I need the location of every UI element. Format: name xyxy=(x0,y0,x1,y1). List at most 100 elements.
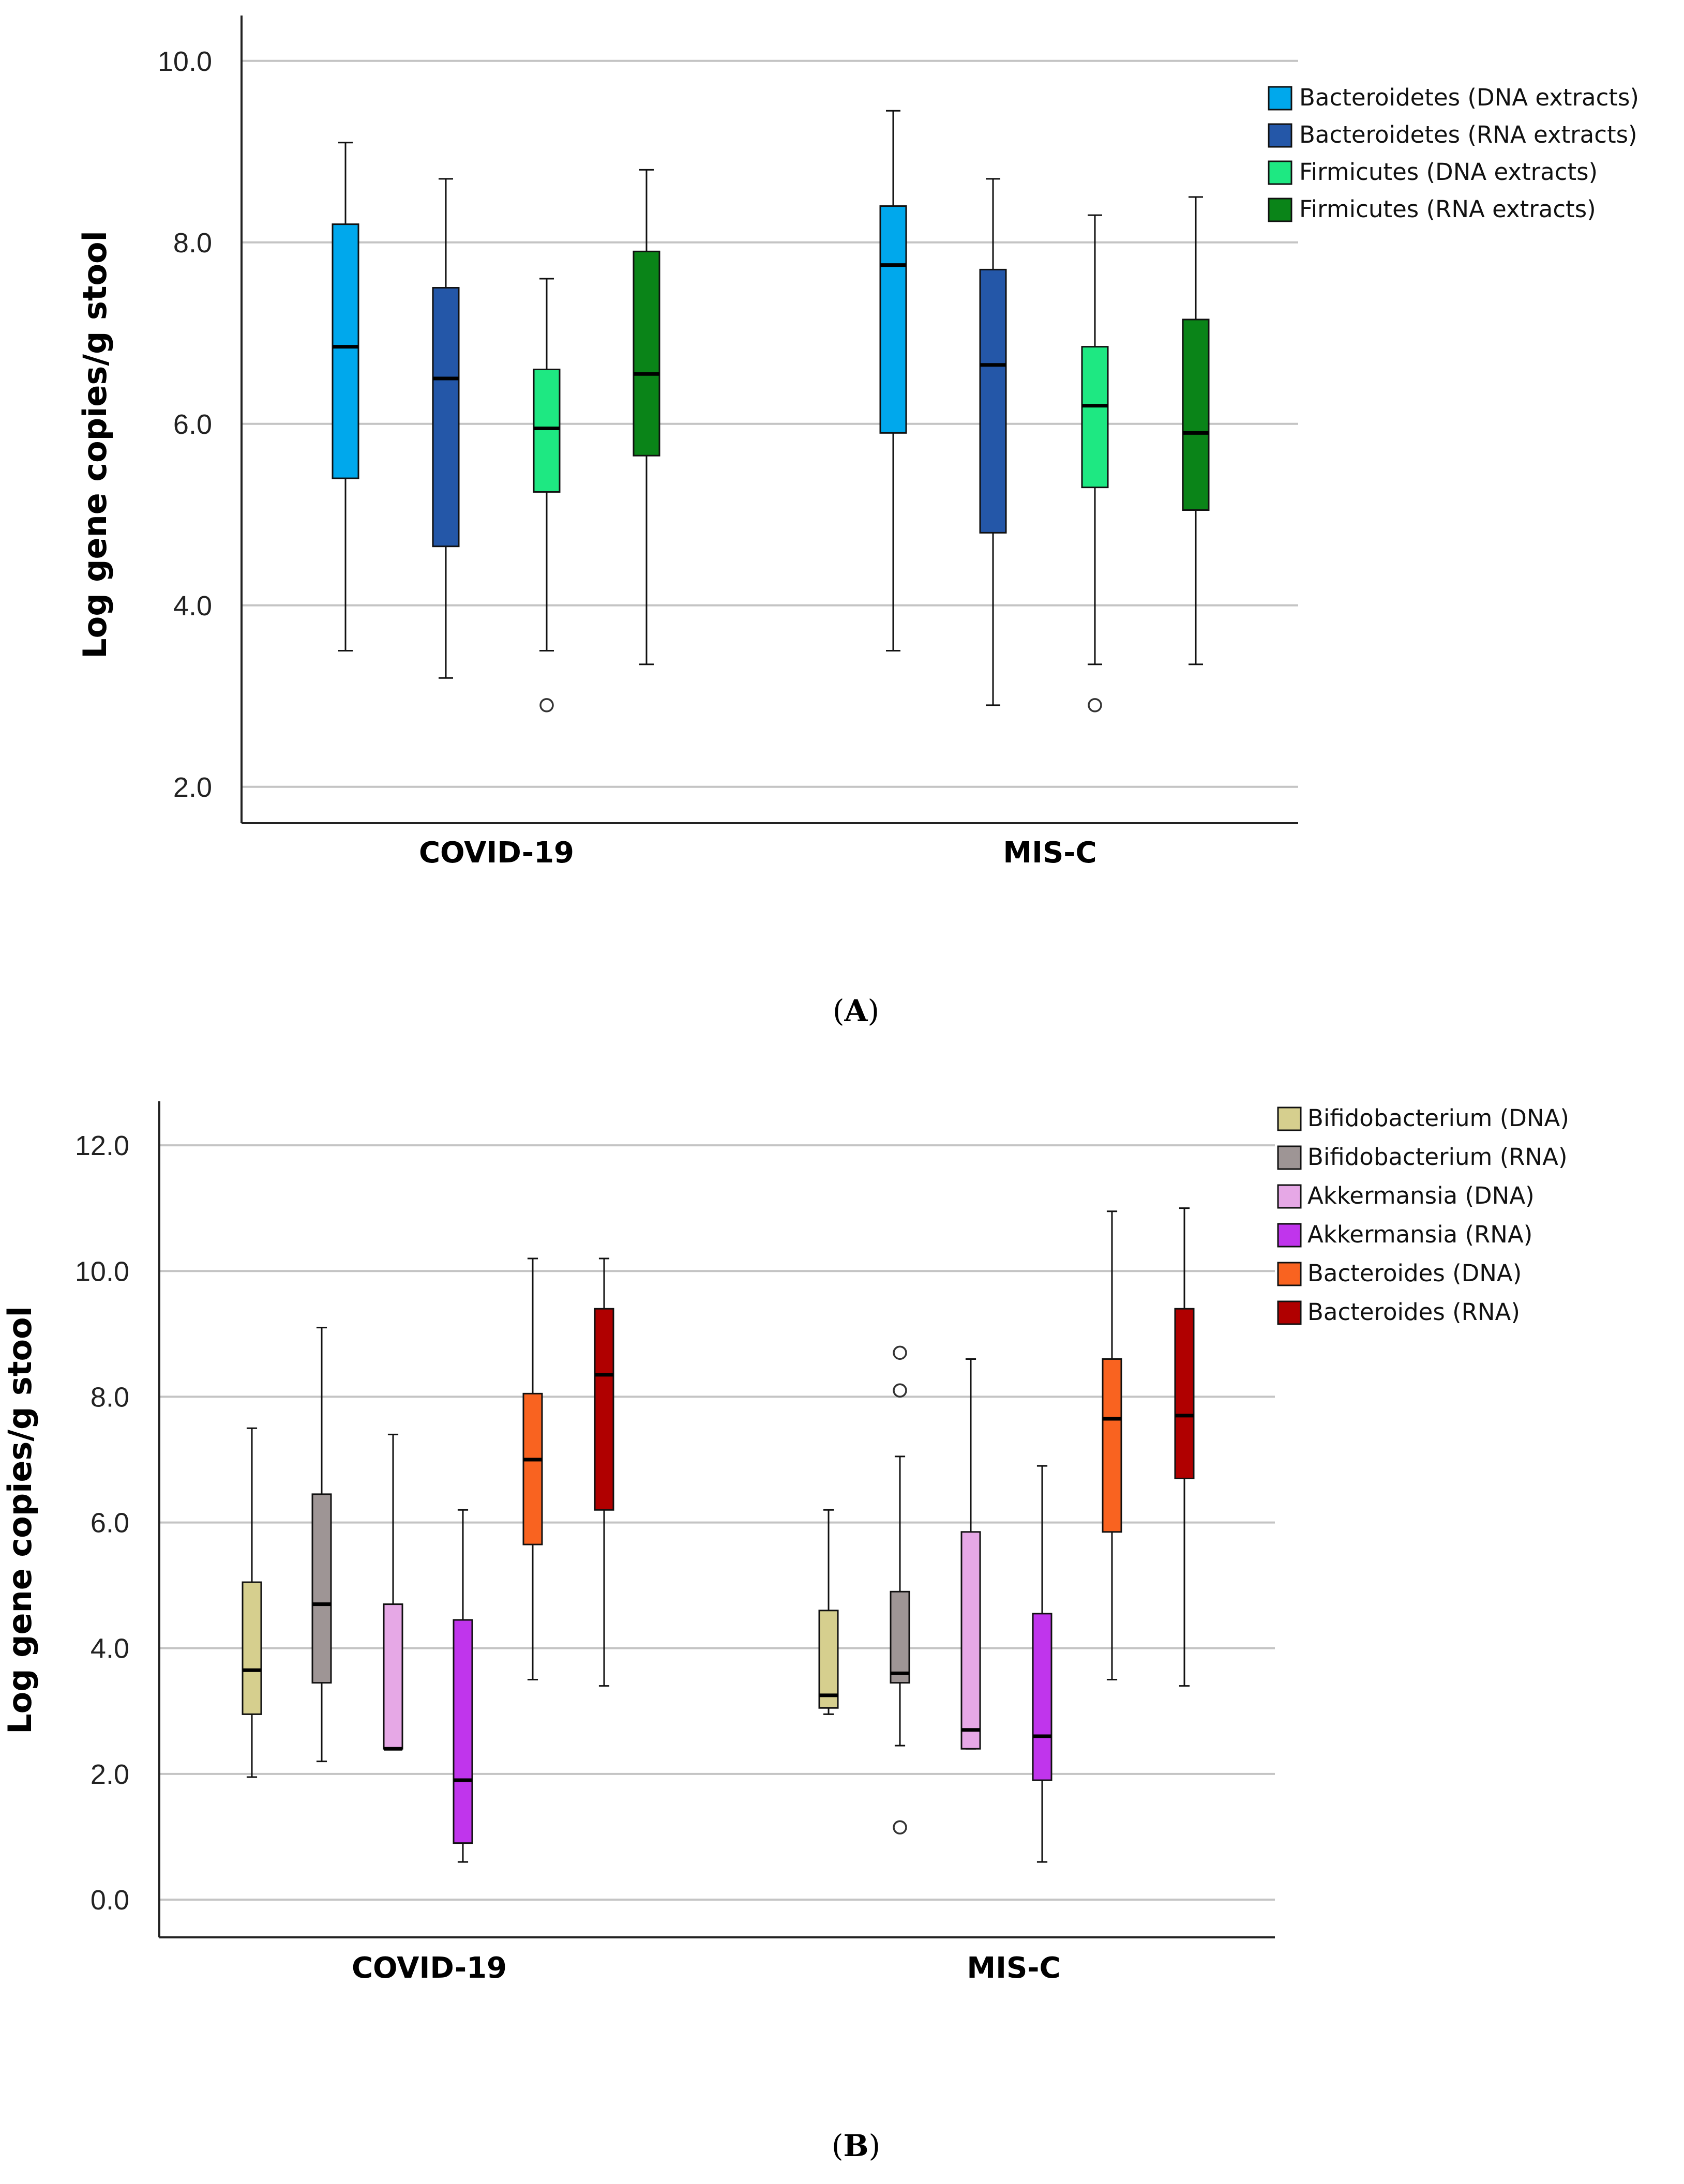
box-plot xyxy=(522,1257,543,1681)
y-axis-label: Log gene copies/g stool xyxy=(76,231,114,659)
x-category-labels: COVID-19 MIS-C xyxy=(419,836,1097,870)
y-tick-label: 8.0 xyxy=(91,1382,129,1413)
legend-swatch xyxy=(1277,1184,1302,1209)
legend-swatch xyxy=(1277,1145,1302,1170)
legend-label: Firmicutes (RNA extracts) xyxy=(1299,195,1596,223)
outlier-point xyxy=(893,1383,907,1398)
box-body xyxy=(890,1590,910,1684)
axes xyxy=(158,1101,1275,1938)
box-body xyxy=(533,368,561,493)
outlier-point xyxy=(1088,698,1102,712)
outlier-point xyxy=(893,1345,907,1360)
x-category-label: MIS-C xyxy=(1003,836,1096,870)
y-axis-label: Log gene copies/g stool xyxy=(1,1306,39,1734)
gridlines xyxy=(159,1144,1275,1901)
legend-label: Bifidobacterium (RNA) xyxy=(1307,1143,1568,1171)
box-plot xyxy=(1174,1207,1195,1687)
legend-label: Bacteroidetes (RNA extracts) xyxy=(1299,121,1637,148)
box-body xyxy=(453,1619,473,1844)
gridlines xyxy=(242,59,1298,788)
y-tick-label: 10.0 xyxy=(158,46,212,77)
box-plot xyxy=(979,178,1007,706)
axes xyxy=(240,16,1298,824)
box-plot xyxy=(1102,1210,1122,1681)
legend-label: Bacteroides (DNA) xyxy=(1307,1260,1522,1287)
legend-label: Bifidobacterium (DNA) xyxy=(1307,1104,1569,1132)
y-tick-label: 6.0 xyxy=(173,409,212,440)
box-plot xyxy=(311,1327,332,1763)
box-plot xyxy=(453,1509,473,1863)
box-plot xyxy=(332,142,359,652)
legend-swatch xyxy=(1277,1300,1302,1325)
box-plot xyxy=(533,278,561,712)
panel-a-chart: 2.0 4.0 6.0 8.0 10.0 Log gene copies/g stool… xyxy=(76,16,1639,870)
box-body xyxy=(432,287,460,548)
box-body xyxy=(633,250,660,457)
legend-label: Akkermansia (DNA) xyxy=(1307,1182,1535,1209)
panel-b-chart: 0.0 2.0 4.0 6.0 8.0 10.0 12.0 Log gene copies/… xyxy=(1,1101,1569,1985)
panel-label-a: (A) xyxy=(833,993,879,1028)
box-body xyxy=(383,1603,403,1750)
box-body xyxy=(1081,346,1109,489)
x-category-label: COVID-19 xyxy=(352,1951,507,1985)
box-body xyxy=(1032,1613,1052,1781)
box-body xyxy=(1182,318,1210,511)
legend-swatch xyxy=(1277,1223,1302,1248)
panel-label-b-letter: B xyxy=(843,2128,868,2163)
box-plot xyxy=(1032,1465,1052,1863)
y-tick-label: 0.0 xyxy=(91,1885,129,1916)
legend-swatch xyxy=(1268,86,1292,111)
x-category-label: COVID-19 xyxy=(419,836,574,870)
legend: Bacteroidetes (DNA extracts) Bacteroidete… xyxy=(1268,84,1639,223)
panel-label-a-letter: A xyxy=(844,993,868,1028)
y-tick-labels: 0.0 2.0 4.0 6.0 8.0 10.0 12.0 xyxy=(75,1130,129,1916)
legend-label: Bacteroides (RNA) xyxy=(1307,1298,1520,1326)
y-tick-label: 4.0 xyxy=(173,590,212,621)
legend-swatch xyxy=(1268,160,1292,185)
y-tick-label: 2.0 xyxy=(173,772,212,803)
box-plot xyxy=(1081,214,1109,712)
y-tick-label: 8.0 xyxy=(173,228,212,259)
box-body xyxy=(1102,1358,1122,1533)
legend-swatch xyxy=(1277,1262,1302,1286)
outlier-point xyxy=(893,1820,907,1834)
box-plot xyxy=(879,110,907,652)
box-body xyxy=(818,1610,839,1709)
y-tick-label: 6.0 xyxy=(91,1508,129,1539)
box-plot xyxy=(633,169,660,665)
box-plot xyxy=(1182,196,1210,665)
outlier-point xyxy=(539,698,554,712)
box-body xyxy=(311,1493,332,1684)
box-series xyxy=(332,110,1210,712)
legend-swatch xyxy=(1277,1106,1302,1131)
y-tick-label: 2.0 xyxy=(91,1759,129,1790)
box-body xyxy=(242,1581,262,1715)
legend-label: Firmicutes (DNA extracts) xyxy=(1299,158,1598,186)
legend-swatch xyxy=(1268,198,1292,222)
box-body xyxy=(332,223,359,479)
box-plot xyxy=(383,1433,403,1751)
box-plot xyxy=(818,1509,839,1715)
legend-label: Akkermansia (RNA) xyxy=(1307,1221,1532,1248)
y-tick-label: 12.0 xyxy=(75,1130,129,1161)
legend-swatch xyxy=(1268,123,1292,148)
x-category-label: MIS-C xyxy=(967,1951,1060,1985)
box-series xyxy=(242,1207,1195,1863)
box-plot xyxy=(594,1257,614,1687)
legend: Bifidobacterium (DNA) Bifidobacterium (RN… xyxy=(1277,1104,1569,1326)
box-plot xyxy=(432,178,460,679)
box-body xyxy=(594,1308,614,1511)
box-plot xyxy=(960,1358,981,1750)
box-body xyxy=(879,205,907,434)
box-body xyxy=(960,1531,981,1750)
y-tick-label: 10.0 xyxy=(75,1256,129,1287)
box-body xyxy=(979,268,1007,534)
box-body xyxy=(1174,1308,1195,1479)
x-category-labels: COVID-19 MIS-C xyxy=(352,1951,1061,1985)
y-tick-labels: 2.0 4.0 6.0 8.0 10.0 xyxy=(158,46,212,803)
y-tick-label: 4.0 xyxy=(91,1633,129,1664)
legend-label: Bacteroidetes (DNA extracts) xyxy=(1299,84,1639,111)
box-body xyxy=(522,1392,543,1545)
box-plot xyxy=(242,1427,262,1778)
